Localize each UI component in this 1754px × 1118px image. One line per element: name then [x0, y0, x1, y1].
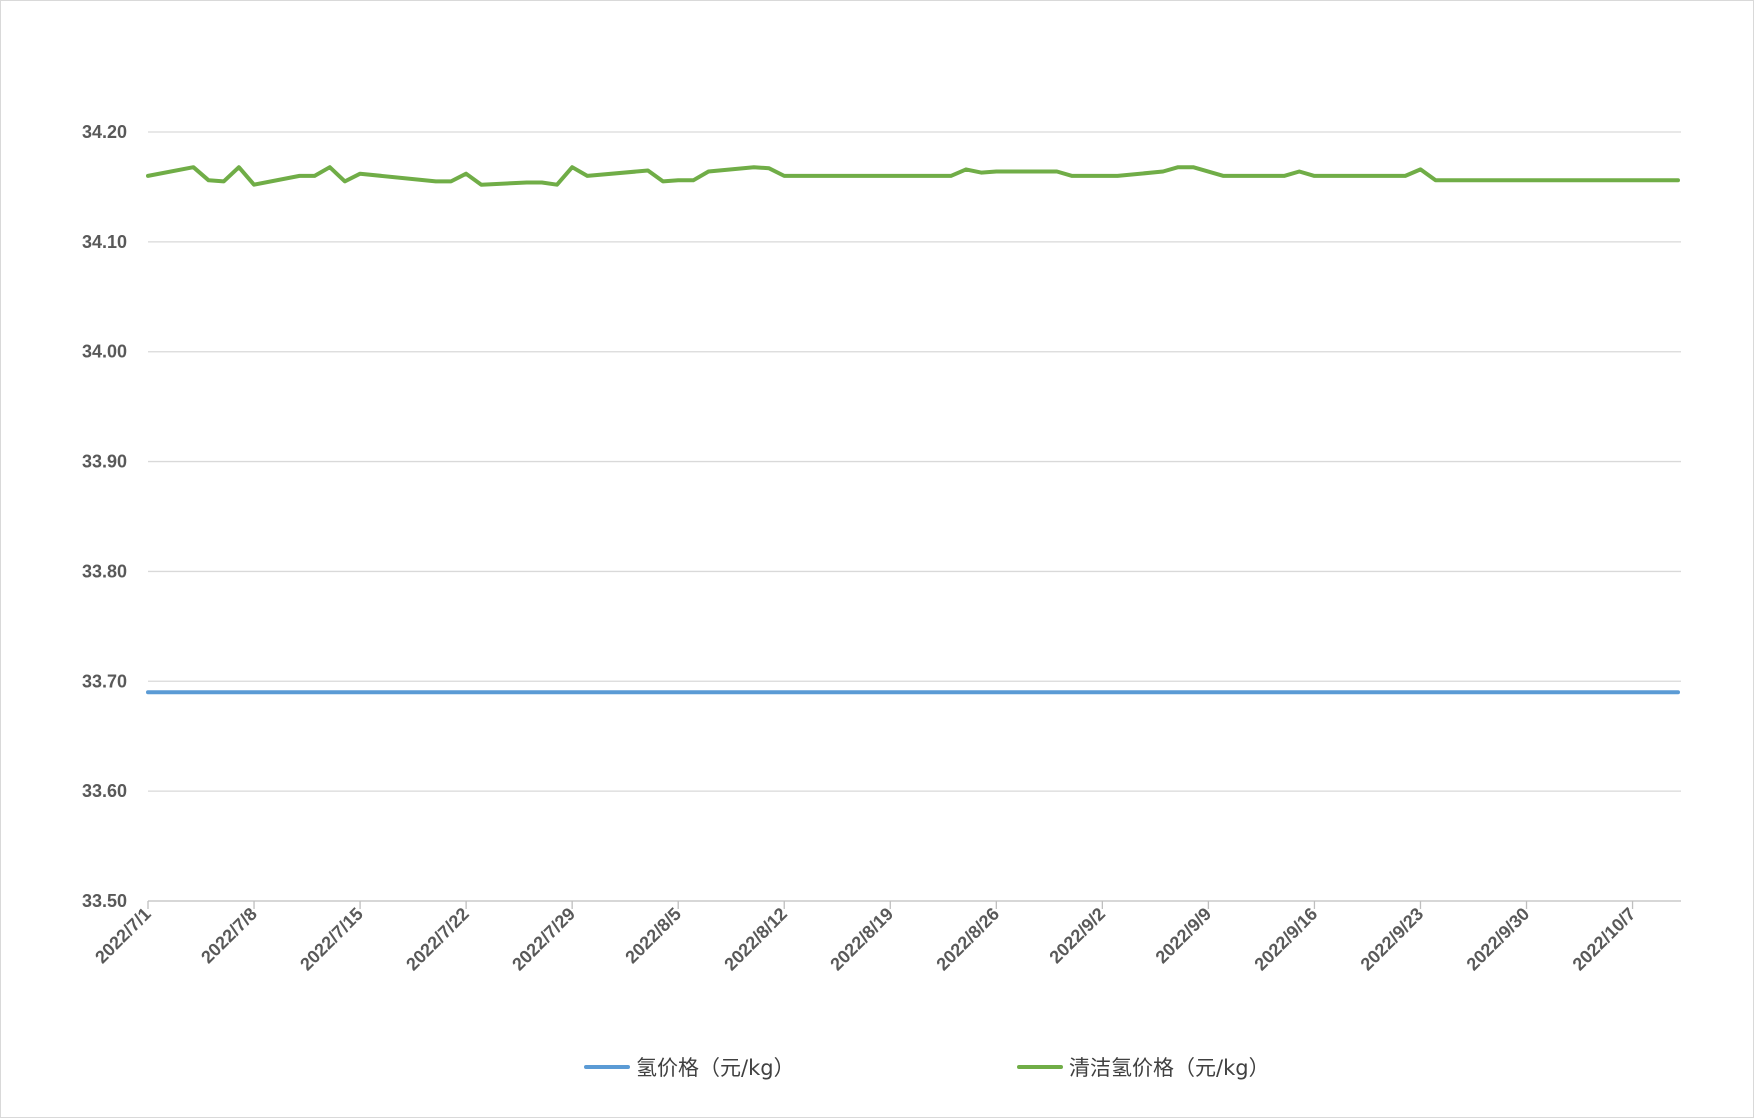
x-tick-label: 2022/10/7: [1569, 904, 1640, 975]
y-tick-label: 33.50: [82, 891, 127, 911]
x-tick-label: 2022/7/8: [197, 904, 261, 968]
x-tick-label: 2022/7/29: [508, 904, 579, 975]
x-tick-label: 2022/9/23: [1357, 904, 1428, 975]
gridlines: [148, 131, 1681, 902]
y-tick-label: 34.10: [82, 232, 127, 252]
legend: 氢价格（元/kg） 清洁氢价格（元/kg）: [584, 1056, 1270, 1080]
series-lines: [146, 165, 1680, 695]
y-tick-label: 33.90: [82, 452, 127, 472]
x-tick-label: 2022/8/19: [826, 904, 897, 975]
x-tick-label: 2022/8/12: [720, 904, 791, 975]
y-tick-label: 34.20: [82, 122, 127, 142]
legend-label-1: 氢价格（元/kg）: [636, 1056, 795, 1080]
x-tick-label: 2022/7/15: [296, 904, 367, 975]
y-tick-label: 33.60: [82, 781, 127, 801]
x-tick-label: 2022/8/26: [932, 904, 1003, 975]
legend-label-2: 清洁氢价格（元/kg）: [1069, 1056, 1270, 1080]
y-tick-label: 33.70: [82, 671, 127, 691]
x-tick-label: 2022/9/9: [1152, 904, 1216, 968]
x-tick-label: 2022/8/5: [621, 904, 685, 968]
series-line-2: [146, 165, 1680, 187]
x-tick-label: 2022/9/30: [1463, 904, 1534, 975]
x-axis: 2022/7/1 2022/7/8 2022/7/15 2022/7/22 2022/7…: [91, 901, 1639, 974]
y-tick-label: 33.80: [82, 561, 127, 581]
x-tick-label: 2022/7/1: [91, 904, 155, 968]
x-tick-label: 2022/9/16: [1250, 904, 1321, 975]
y-axis-ticks: 33.50 33.60 33.70 33.80 33.90 34.00 34.10 34.20: [82, 122, 127, 911]
y-tick-label: 34.00: [82, 342, 127, 362]
x-tick-label: 2022/7/22: [402, 904, 473, 975]
x-tick-label: 2022/9/2: [1045, 904, 1109, 968]
